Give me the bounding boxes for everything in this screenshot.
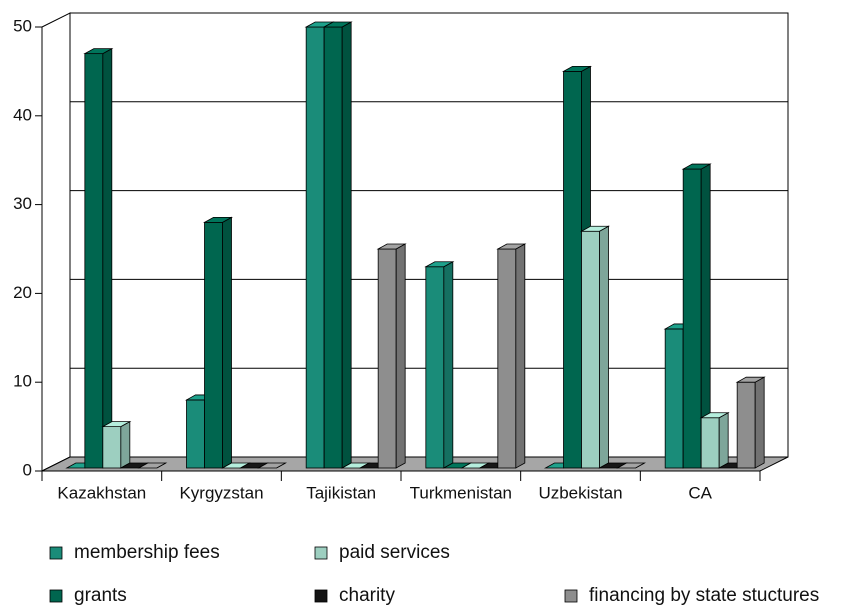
bar-front <box>323 26 343 469</box>
bar-side <box>341 21 352 469</box>
bar-side <box>443 261 454 469</box>
legend-swatch <box>314 546 328 560</box>
bar-side <box>599 225 609 469</box>
bar <box>496 243 527 469</box>
bar-top <box>256 462 288 469</box>
bar <box>137 462 168 469</box>
bar-top <box>376 243 407 250</box>
bar-front <box>736 381 756 469</box>
bar-top <box>424 261 455 268</box>
x-tick-label: Turkmenistan <box>410 483 512 502</box>
bar-front <box>102 426 122 469</box>
bar <box>256 462 288 469</box>
side-wall <box>41 12 71 472</box>
bar-top <box>83 48 114 55</box>
y-tick-label: 30 <box>13 194 32 213</box>
bar <box>615 462 647 469</box>
bar <box>681 163 712 469</box>
bar-front <box>664 328 684 469</box>
legend-label: charity <box>339 585 395 606</box>
x-tick-label: Kazakhstan <box>57 483 146 502</box>
bar-top <box>561 66 593 72</box>
bar-front <box>305 26 325 469</box>
legend-label: financing by state stuctures <box>589 585 819 606</box>
bar <box>83 47 114 469</box>
bar-side <box>754 376 765 469</box>
bar-front <box>204 221 223 469</box>
bar-front <box>497 248 517 469</box>
legend-swatch <box>49 589 63 603</box>
bar-front <box>581 230 600 469</box>
bar-front <box>700 417 720 469</box>
bar-side <box>515 243 526 469</box>
bar-front <box>563 71 582 469</box>
y-tick-label: 50 <box>13 16 32 35</box>
bar-side <box>222 216 232 469</box>
x-tick-label: Kyrgyzstan <box>179 483 263 502</box>
bar <box>101 420 132 469</box>
bar <box>699 412 730 469</box>
x-tick-label: Uzbekistan <box>538 483 622 502</box>
bar-top <box>496 243 527 250</box>
bar-front <box>84 53 104 469</box>
bar-front <box>425 266 445 469</box>
bar <box>322 21 353 469</box>
bar-top <box>699 412 730 419</box>
x-tick-label: CA <box>688 483 712 502</box>
bar <box>735 376 766 469</box>
bar-top <box>579 225 611 232</box>
bar <box>424 261 455 469</box>
bar-front <box>377 248 397 469</box>
bar-top <box>735 376 766 383</box>
legend-label: grants <box>74 585 127 606</box>
legend-label: membership fees <box>74 542 220 563</box>
bar-top <box>681 163 712 170</box>
legend-label: paid services <box>339 542 450 563</box>
x-tick-label: Tajikistan <box>306 483 376 502</box>
y-tick-label: 10 <box>13 372 32 391</box>
bar-top <box>615 462 647 469</box>
bar-top <box>101 421 132 428</box>
y-tick-label: 0 <box>23 460 32 479</box>
y-tick-label: 40 <box>13 105 32 124</box>
legend-swatch <box>314 589 328 603</box>
bar-side <box>102 47 113 469</box>
bar-side <box>120 420 131 469</box>
legend-swatch <box>564 589 578 603</box>
bar-top <box>137 462 168 469</box>
bar <box>376 243 407 469</box>
legend-swatch <box>49 546 63 560</box>
y-tick-label: 20 <box>13 283 32 302</box>
bar-front <box>186 399 205 469</box>
bar <box>579 225 611 469</box>
bar-top <box>202 216 234 223</box>
bar <box>202 216 234 469</box>
bar-front <box>682 168 702 469</box>
bar-top <box>322 21 353 28</box>
bar-side <box>718 412 729 469</box>
bar-side <box>395 243 406 469</box>
